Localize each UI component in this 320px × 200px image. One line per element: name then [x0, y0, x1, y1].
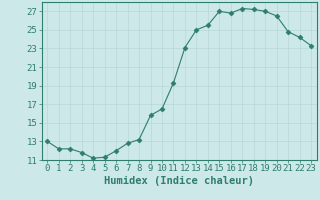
X-axis label: Humidex (Indice chaleur): Humidex (Indice chaleur)	[104, 176, 254, 186]
